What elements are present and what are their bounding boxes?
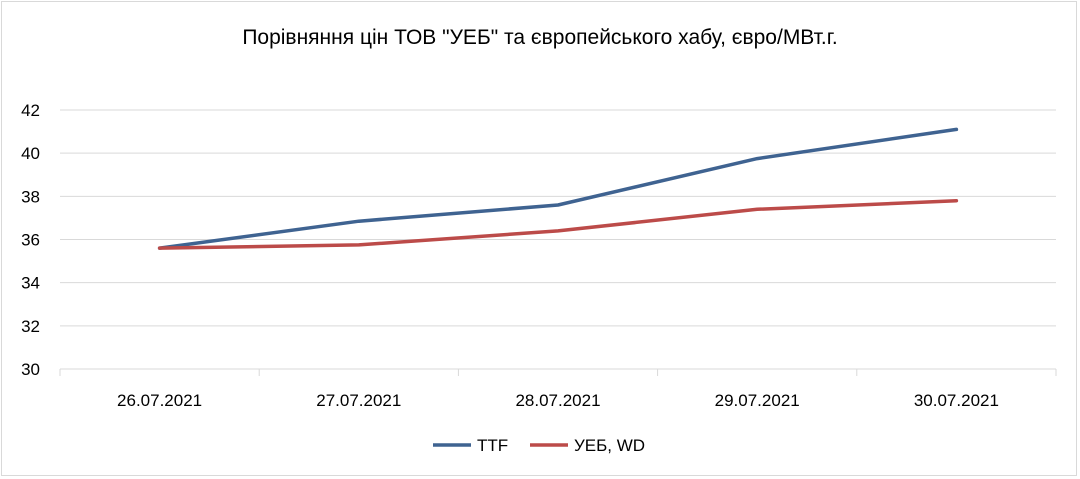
gridlines	[60, 109, 1056, 370]
y-tick-label: 34	[21, 274, 40, 293]
legend-label: TTF	[477, 436, 508, 455]
x-axis: 26.07.2021 27.07.2021 28.07.2021 29.07.2021…	[59, 369, 1057, 410]
x-tick-label: 29.07.2021	[715, 391, 800, 410]
legend: TTF УЕБ, WD	[433, 436, 645, 455]
series-line-ueb-wd	[157, 198, 959, 250]
x-tick-label: 26.07.2021	[117, 391, 202, 410]
series-lines	[157, 127, 959, 250]
y-tick-label: 38	[21, 187, 40, 206]
y-tick-label: 40	[21, 144, 40, 163]
x-tick-label: 28.07.2021	[515, 391, 600, 410]
x-tick-label: 27.07.2021	[316, 391, 401, 410]
x-tick-label: 30.07.2021	[914, 391, 999, 410]
legend-label: УЕБ, WD	[574, 436, 645, 455]
y-tick-label: 36	[21, 231, 40, 250]
y-axis: 30 32 34 36 38 40 42	[21, 101, 40, 379]
y-tick-label: 32	[21, 317, 40, 336]
chart-title: Порівняння цін ТОВ "УЕБ" та європейськог…	[242, 26, 837, 49]
y-tick-label: 42	[21, 101, 40, 120]
y-tick-label: 30	[21, 360, 40, 379]
series-line-ttf	[157, 127, 959, 250]
